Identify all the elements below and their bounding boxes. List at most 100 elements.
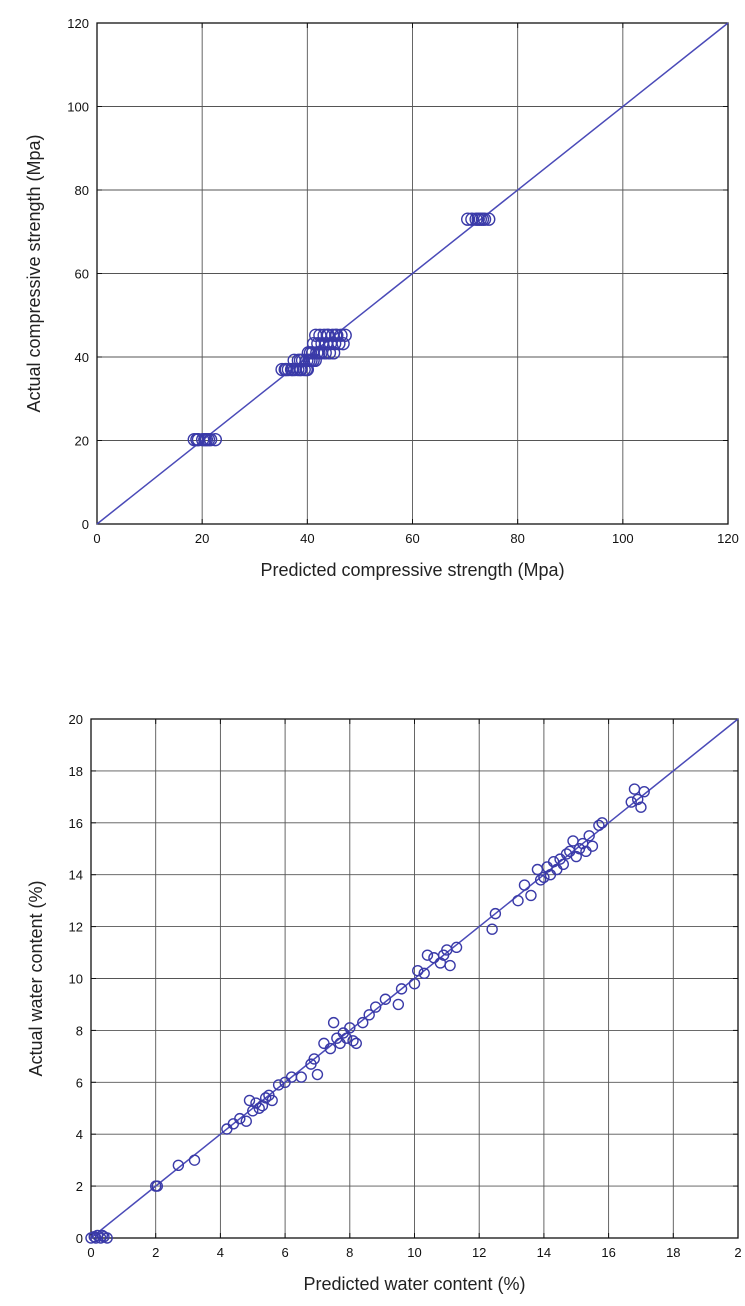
x-tick-label: 10 (407, 1245, 421, 1260)
data-point (302, 353, 316, 368)
data-point (327, 336, 342, 351)
data-point (392, 998, 405, 1011)
x-tick-label: 80 (510, 531, 524, 546)
y-tick-label: 16 (69, 816, 83, 831)
data-point (357, 1016, 369, 1029)
data-point (444, 959, 456, 972)
data-point (336, 336, 350, 351)
data-point (486, 923, 498, 935)
data-point (318, 1037, 330, 1050)
data-point (408, 977, 421, 990)
data-point (172, 1159, 185, 1172)
data-point (512, 894, 524, 907)
x-tick-label: 120 (717, 531, 739, 546)
data-point (482, 212, 496, 226)
data-point (240, 1115, 252, 1127)
x-tick-label: 0 (93, 531, 100, 546)
data-point (596, 817, 608, 829)
data-point (266, 1094, 278, 1107)
x-tick-label: 6 (281, 1245, 288, 1260)
data-point (279, 362, 293, 377)
x-axis-label: Predicted compressive strength (Mpa) (260, 560, 564, 580)
data-point (340, 1032, 353, 1044)
y-tick-label: 100 (67, 100, 89, 115)
data-point (234, 1112, 246, 1125)
data-point (593, 819, 605, 832)
data-point (256, 1099, 269, 1112)
y-tick-label: 2 (76, 1179, 83, 1194)
y-tick-label: 60 (75, 267, 89, 282)
x-tick-label: 12 (472, 1245, 486, 1260)
y-tick-label: 80 (75, 183, 89, 198)
data-point (96, 1229, 109, 1242)
data-point (395, 983, 408, 995)
data-point (628, 783, 641, 795)
x-tick-label: 14 (537, 1245, 551, 1260)
data-point (489, 907, 502, 920)
data-point (347, 1035, 359, 1047)
data-point (557, 858, 570, 871)
y-tick-label: 6 (76, 1075, 83, 1090)
data-point (471, 212, 485, 226)
x-axis-label: Predicted water content (%) (303, 1274, 525, 1294)
data-point (534, 874, 547, 886)
y-tick-label: 20 (75, 434, 89, 449)
data-point (625, 796, 637, 808)
data-point (243, 1094, 256, 1107)
chart-2: 0 2 4 6 8 10 12 14 16 18 202468101214161820Predict… (26, 712, 742, 1294)
x-tick-label: 8 (346, 1245, 353, 1260)
x-tick-label: 20 (195, 531, 209, 546)
data-point (308, 1053, 320, 1065)
data-point (570, 850, 582, 863)
x-tick-label: 0 (87, 1245, 94, 1260)
data-point (369, 1001, 382, 1013)
y-tick-label: 12 (69, 920, 83, 935)
y-tick-label: 10 (69, 972, 83, 987)
data-point (188, 1154, 201, 1166)
data-point (208, 432, 223, 447)
data-point (259, 1092, 272, 1104)
y-tick-label: 0 (76, 1231, 83, 1246)
chart-1: 0 20 40 60 80 100 120 0 20 40 60 80 100 120 Predicted … (24, 16, 739, 580)
data-point (253, 1102, 265, 1114)
data-point (638, 785, 650, 798)
x-tick-label: 2 (152, 1245, 159, 1260)
y-tick-label: 20 (69, 712, 83, 727)
data-point (151, 1180, 164, 1192)
data-point (272, 1079, 285, 1091)
x-tick-label: 2 (734, 1245, 741, 1260)
x-tick-label: 18 (666, 1245, 680, 1260)
data-point (538, 871, 550, 883)
y-tick-label: 14 (69, 868, 83, 883)
data-point (327, 1016, 340, 1029)
x-tick-label: 100 (612, 531, 634, 546)
data-point (90, 1232, 102, 1244)
data-point (363, 1009, 375, 1021)
data-point (344, 1022, 356, 1034)
y-tick-label: 0 (82, 517, 89, 532)
data-point (295, 1071, 307, 1083)
y-tick-label: 120 (67, 16, 89, 31)
data-point (329, 328, 343, 342)
data-point (583, 830, 595, 842)
x-tick-label: 60 (405, 531, 419, 546)
y-tick-label: 8 (76, 1023, 83, 1038)
data-point (350, 1037, 362, 1050)
data-point (332, 336, 346, 351)
y-axis-label: Actual compressive strength (Mpa) (24, 134, 44, 412)
x-tick-label: 16 (601, 1245, 615, 1260)
data-point (635, 801, 647, 813)
data-point (632, 793, 644, 806)
y-tick-label: 40 (75, 350, 89, 365)
data-point (324, 1042, 337, 1055)
data-point (418, 967, 430, 980)
x-tick-label: 40 (300, 531, 314, 546)
data-point (518, 879, 531, 891)
data-point (412, 965, 424, 977)
data-point (428, 952, 440, 964)
x-tick-label: 4 (217, 1245, 224, 1260)
data-point (303, 346, 318, 360)
data-point (450, 941, 463, 954)
data-point (338, 328, 352, 342)
